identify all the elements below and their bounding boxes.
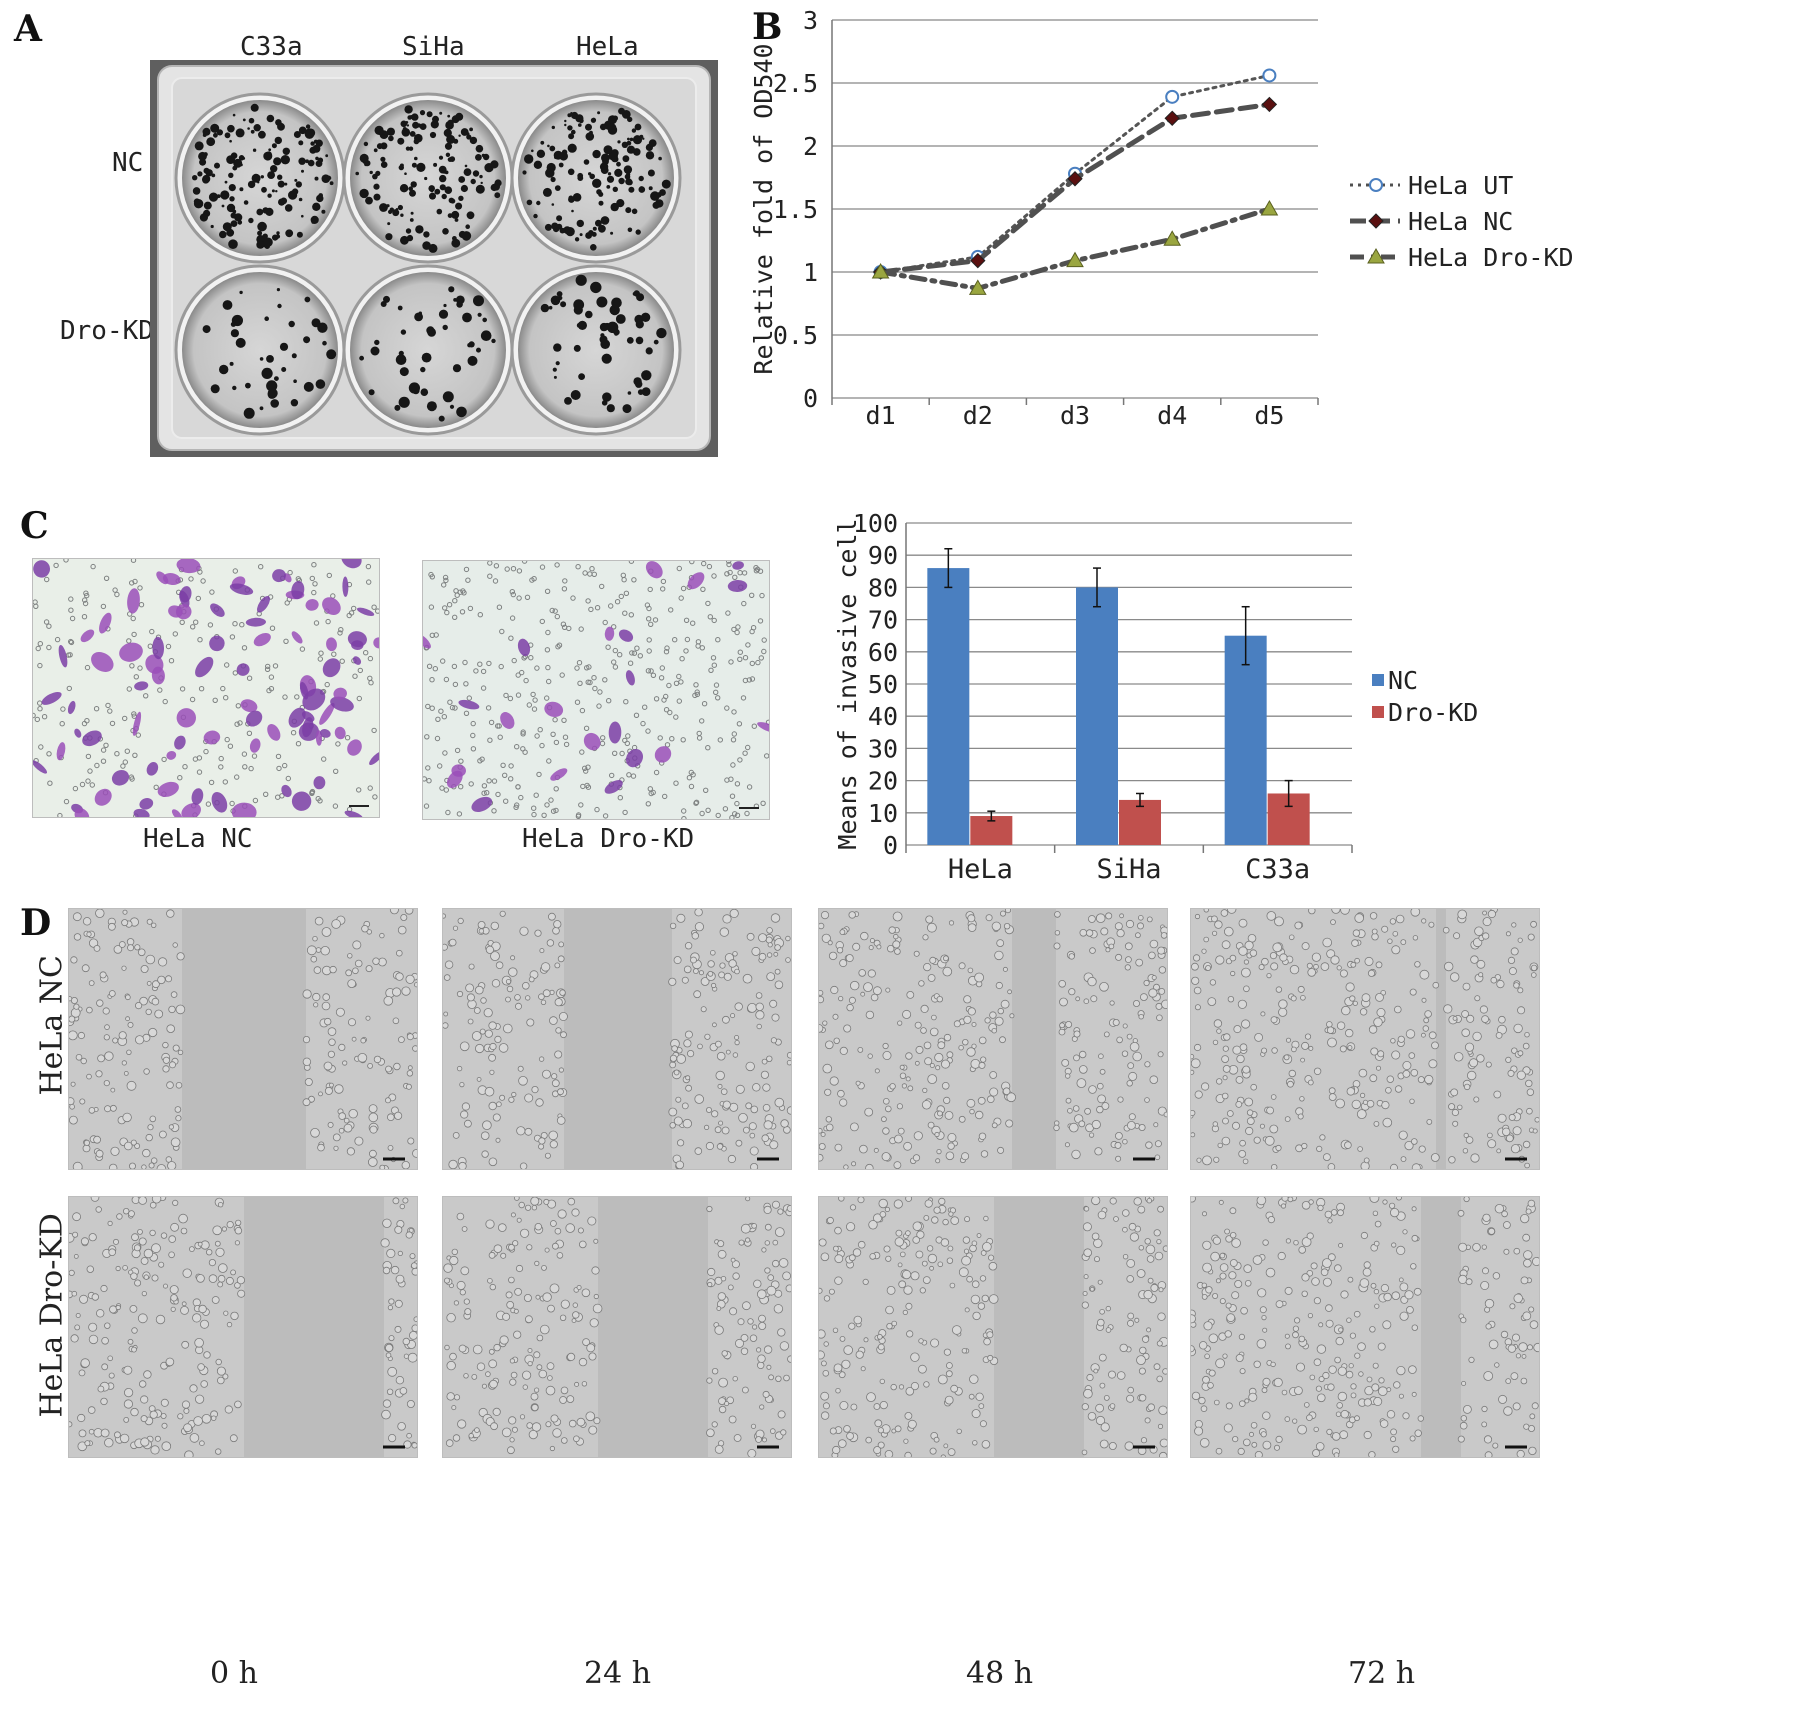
wound-image-r1-c2 [442,908,792,1170]
data-point [871,262,890,279]
wound-image-r1-c3 [818,908,1168,1170]
series-line-2 [878,206,1272,291]
legend-marker [1367,247,1385,264]
row-label-d-hela-nc: HeLa NC [34,955,70,1096]
y-tick-label: 70 [868,606,898,635]
col-label-hela: HeLa [576,32,639,62]
y-tick-label: 3 [803,6,818,35]
y-tick-label: 100 [853,509,898,538]
data-point [1165,89,1180,104]
y-tick-label: 1 [803,258,818,287]
wound-image-r2-c2 [442,1196,792,1458]
data-point [1164,110,1180,126]
time-label-0h: 0 h [210,1656,258,1691]
data-point [1066,251,1084,268]
invasion-image-hela-nc [32,558,380,818]
legend-label: Dro-KD [1388,698,1478,727]
legend-label: NC [1388,666,1418,695]
invasion-bar-chart: 0 10 20 30 40 50 60 70 80 90 100 Means of invasive … [820,500,1560,900]
y-axis-label: Relative fold of OD540 [749,43,778,374]
col-label-siha: SiHa [402,32,465,62]
row-label-dro-kd: Dro-KD [60,316,154,346]
col-label-c33a: C33a [240,32,303,62]
invasion-image-hela-dro-kd [422,560,770,820]
image-label-hela-dro-kd: HeLa Dro-KD [522,824,695,854]
panel-a-letter: A [14,8,42,50]
y-tick-label: 40 [868,702,898,731]
data-point [1260,199,1279,216]
legend-label: HeLa NC [1408,207,1513,236]
data-point [1262,68,1277,83]
legend-swatch [1372,674,1384,686]
legend-marker [1369,178,1383,192]
time-label-24h: 24 h [584,1656,652,1691]
data-point [970,252,986,269]
data-point [968,279,987,295]
y-tick-label: 0 [883,831,898,860]
panel-c-letter: C [20,505,49,547]
data-point [1067,171,1083,187]
wound-image-r2-c4 [1190,1196,1540,1458]
wound-image-r2-c1 [68,1196,418,1458]
y-tick-label: 60 [868,638,898,667]
data-point [1163,230,1182,246]
row-label-d-hela-dro-kd: HeLa Dro-KD [34,1213,70,1418]
legend-marker [1368,213,1384,229]
y-tick-label: 10 [868,799,898,828]
y-tick-label: 2.5 [773,69,818,98]
colony-plate-image [150,60,718,457]
x-tick-label: d4 [1157,401,1187,430]
x-tick-label: HeLa [948,854,1013,885]
y-tick-label: 50 [868,670,898,699]
legend-swatch [1372,706,1384,718]
panel-b-letter: B [752,6,783,48]
y-tick-label: 1.5 [773,195,818,224]
y-tick-label: 2 [803,132,818,161]
image-label-hela-nc: HeLa NC [143,824,253,854]
bar-nc [927,568,970,845]
data-point [1261,96,1278,113]
y-tick-label: 90 [868,541,898,570]
y-tick-label: 20 [868,767,898,796]
panel-d-letter: D [20,902,52,944]
wound-image-r1-c1 [68,908,418,1170]
row-label-nc: NC [112,148,144,178]
x-tick-label: d5 [1254,401,1284,430]
x-tick-label: C33a [1245,854,1310,885]
x-tick-label: d3 [1060,401,1090,430]
y-tick-label: 0 [803,384,818,413]
legend-label: HeLa Dro-KD [1408,243,1574,272]
bar-dro-kd [1119,799,1161,845]
time-label-72h: 72 h [1348,1656,1416,1691]
growth-line-chart: 0 0.5 1 1.5 2 2.5 3 d1 d2 d3 d4 d5 Relative fold of … [740,0,1580,440]
wound-image-r2-c3 [818,1196,1168,1458]
y-axis-label: Means of invasive cell [833,518,862,849]
x-tick-label: d2 [963,401,993,430]
x-tick-label: SiHa [1096,854,1161,885]
bar-nc [1076,587,1118,845]
x-tick-label: d1 [866,401,896,430]
series-line-1 [878,101,1272,275]
y-tick-label: 80 [868,573,898,602]
time-label-48h: 48 h [966,1656,1034,1691]
y-tick-label: 0.5 [773,321,818,350]
y-tick-label: 30 [868,734,898,763]
bar-nc [1224,635,1267,845]
legend-label: HeLa UT [1408,171,1513,200]
wound-image-r1-c4 [1190,908,1540,1170]
